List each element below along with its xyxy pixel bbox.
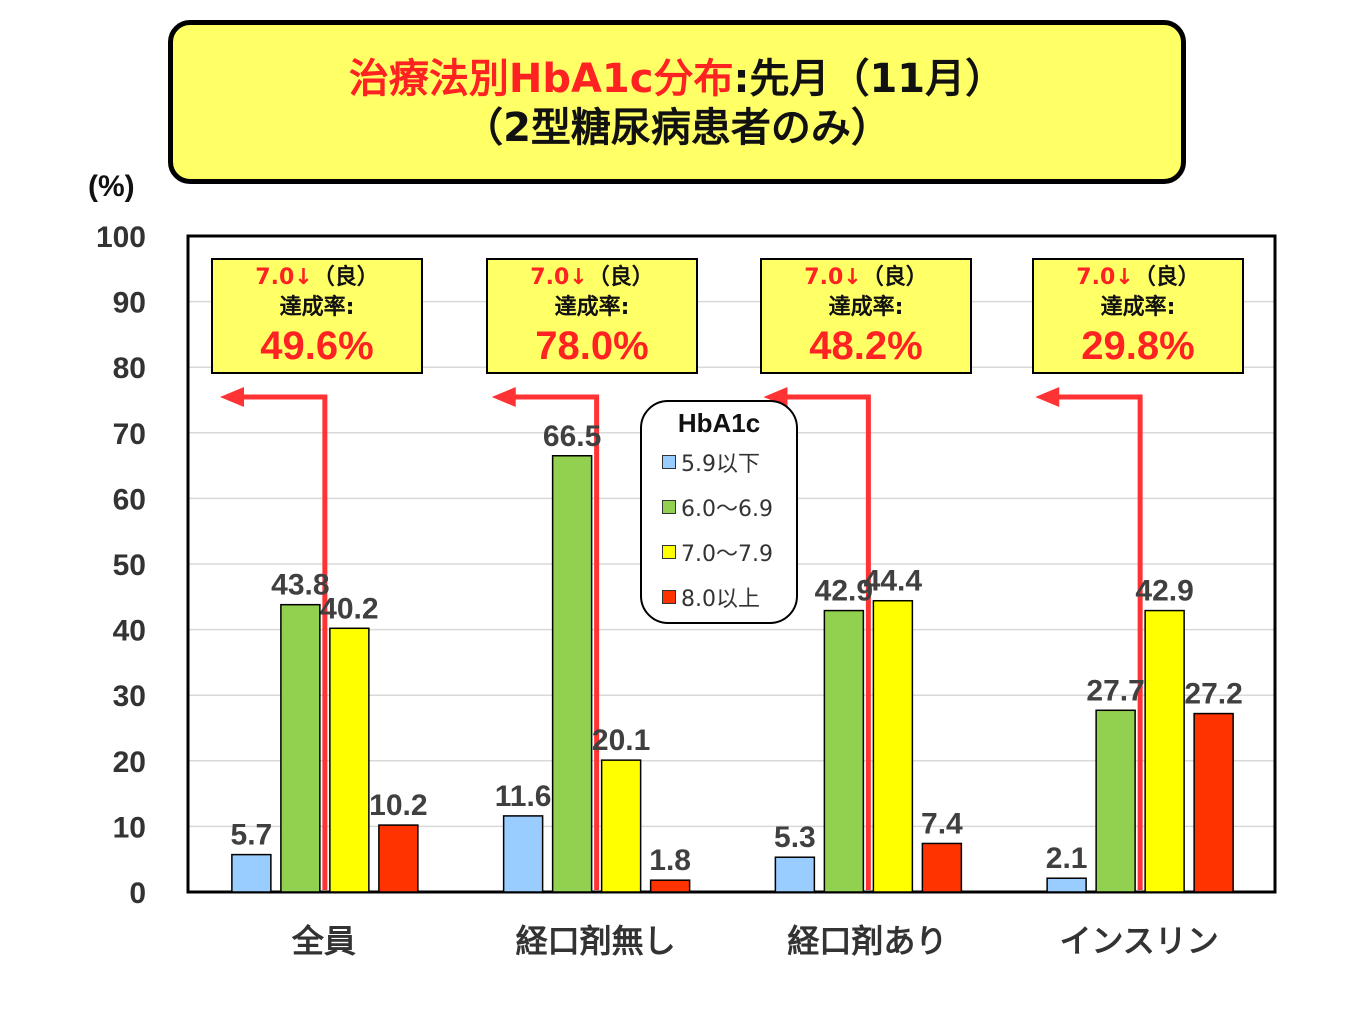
y-tick-label: 80 [113,352,146,385]
title-main: 治療法別HbA1c分布 [348,56,734,102]
achievement-arrow [511,394,600,890]
data-label: 5.7 [231,819,273,852]
data-label: 7.4 [921,807,963,840]
bar [649,879,691,893]
data-label: 1.8 [649,844,691,877]
y-tick-label: 30 [113,680,146,713]
achievement-rate: 78.0% [535,324,649,368]
bar [1144,609,1185,893]
achievement-label: 達成率: [279,295,355,320]
y-tick-label: 40 [113,615,146,648]
bar [231,853,272,893]
achievement-box-oral: 7.0↓（良） 達成率: 48.2% [760,258,972,374]
achievement-condition-value: 7.0↓ [530,265,588,290]
data-label: 44.4 [864,565,923,598]
achievement-condition-suffix: （良） [1133,265,1200,290]
achievement-arrow [240,394,328,890]
legend-swatch [662,589,676,604]
legend-item: 7.0〜7.9 [642,529,796,574]
achievement-label: 達成率: [1100,295,1176,320]
achievement-condition-value: 7.0↓ [1076,265,1134,290]
title-box: 治療法別HbA1c分布:先月（11月） （2型糖尿病患者のみ） [168,20,1186,184]
achievement-rate: 29.8% [1081,324,1195,368]
y-tick-label: 100 [96,221,146,254]
bar [1046,877,1087,893]
data-label: 40.2 [320,592,378,625]
bar [921,842,963,893]
achievement-condition-value: 7.0↓ [255,265,313,290]
bar [378,824,419,893]
legend: HbA1c 5.9以下 6.0〜6.9 7.0〜7.9 8.0以上 [640,400,798,624]
title-period: :先月（11月） [733,56,1006,102]
legend-label: 8.0以上 [681,586,760,612]
data-label: 27.2 [1184,678,1242,711]
bar [502,815,544,893]
x-tick-label: 経口剤無し [516,922,676,960]
legend-item: 6.0〜6.9 [642,484,796,529]
bar [329,627,370,893]
legend-swatch [662,454,676,469]
legend-item: 8.0以上 [642,574,796,619]
y-tick-label: 10 [113,811,146,844]
data-label: 27.7 [1086,674,1144,707]
achievement-condition-suffix: （良） [312,265,379,290]
legend-label: 5.9以下 [681,451,760,477]
title-line-2: （2型糖尿病患者のみ） [463,105,891,151]
data-label: 11.6 [495,780,552,813]
achievement-condition-suffix: （良） [861,265,928,290]
y-tick-label: 0 [129,877,146,910]
bar [1193,712,1234,893]
bar [872,599,914,893]
title-line-1: 治療法別HbA1c分布:先月（11月） [173,55,1181,103]
y-tick-label: 60 [113,483,146,516]
legend-swatch [662,499,676,514]
data-label: 20.1 [592,724,650,757]
bar [280,603,321,893]
achievement-box-all: 7.0↓（良） 達成率: 49.6% [211,258,423,374]
legend-label: 7.0〜7.9 [681,541,773,567]
achievement-box-insulin: 7.0↓（良） 達成率: 29.8% [1032,258,1244,374]
bar [600,759,642,893]
achievement-arrow [1055,394,1143,890]
achievement-condition-value: 7.0↓ [804,265,862,290]
achievement-arrow [783,394,871,890]
bar [823,609,865,893]
data-label: 10.2 [369,789,427,822]
achievement-label: 達成率: [554,295,630,320]
achievement-rate: 49.6% [260,324,374,368]
achievement-rate: 48.2% [809,324,923,368]
x-tick-label: 経口剤あり [787,922,947,960]
y-tick-label: 20 [113,746,146,779]
data-label: 2.1 [1046,842,1088,875]
bar [1095,709,1136,893]
y-axis-unit-label: (%) [88,170,135,203]
achievement-label: 達成率: [828,295,904,320]
plot-frame [186,234,1277,894]
arrow-head [1035,387,1060,407]
legend-swatch [662,544,676,559]
arrow-head [491,387,516,407]
achievement-box-no-oral: 7.0↓（良） 達成率: 78.0% [486,258,698,374]
arrow-head [220,387,244,407]
achievement-condition-suffix: （良） [587,265,654,290]
legend-title: HbA1c [677,408,761,438]
data-label: 42.9 [815,575,873,608]
y-tick-label: 50 [113,549,146,582]
data-label: 43.8 [271,569,329,602]
data-label: 5.3 [774,821,816,854]
x-tick-label: 全員 [291,922,356,960]
data-label: 66.5 [543,420,601,453]
legend-item: 5.9以下 [642,439,796,484]
y-tick-label: 70 [113,418,146,451]
legend-label: 6.0〜6.9 [681,496,773,522]
bar [551,455,593,893]
y-tick-label: 90 [113,287,146,320]
x-tick-label: インスリン [1059,922,1218,960]
data-label: 42.9 [1135,575,1193,608]
bar [774,856,816,893]
